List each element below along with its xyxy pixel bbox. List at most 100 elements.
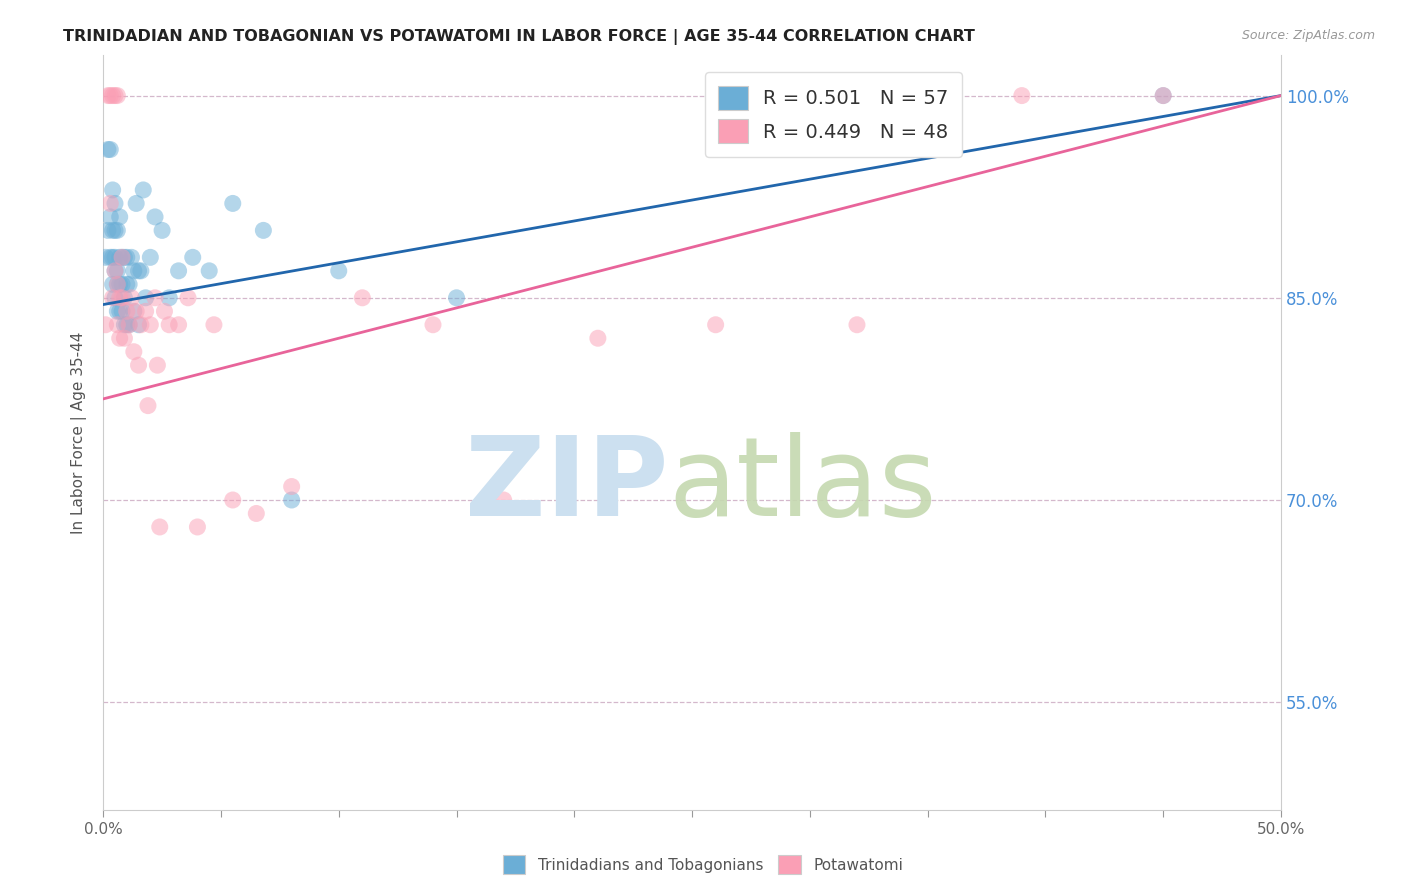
Point <box>108 210 131 224</box>
Point <box>111 251 134 265</box>
Point <box>186 520 208 534</box>
Point <box>118 318 141 332</box>
Point <box>101 277 124 292</box>
Point <box>104 264 127 278</box>
Point <box>132 183 155 197</box>
Point <box>121 291 143 305</box>
Point <box>101 88 124 103</box>
Point <box>129 318 152 332</box>
Point <box>422 318 444 332</box>
Point <box>104 223 127 237</box>
Point <box>97 223 120 237</box>
Point <box>157 291 180 305</box>
Y-axis label: In Labor Force | Age 35-44: In Labor Force | Age 35-44 <box>72 332 87 533</box>
Point <box>150 223 173 237</box>
Point <box>111 304 134 318</box>
Point <box>177 291 200 305</box>
Point <box>112 331 135 345</box>
Point <box>198 264 221 278</box>
Point <box>121 251 143 265</box>
Point <box>799 88 821 103</box>
Point <box>112 251 135 265</box>
Point <box>94 318 117 332</box>
Point <box>111 291 134 305</box>
Point <box>111 277 134 292</box>
Point <box>125 196 148 211</box>
Point <box>111 251 134 265</box>
Point <box>101 183 124 197</box>
Point <box>105 277 128 292</box>
Point <box>352 291 374 305</box>
Point <box>128 358 150 372</box>
Point <box>280 479 302 493</box>
Point <box>704 318 727 332</box>
Point <box>167 264 190 278</box>
Point <box>94 251 117 265</box>
Point <box>98 196 121 211</box>
Point <box>104 196 127 211</box>
Point <box>128 318 150 332</box>
Point <box>115 277 138 292</box>
Point <box>252 223 274 237</box>
Point <box>98 251 121 265</box>
Point <box>328 264 350 278</box>
Point <box>108 291 131 305</box>
Point <box>104 251 127 265</box>
Point <box>846 318 869 332</box>
Point <box>139 251 162 265</box>
Point <box>118 318 141 332</box>
Point <box>97 88 120 103</box>
Legend: R = 0.501   N = 57, R = 0.449   N = 48: R = 0.501 N = 57, R = 0.449 N = 48 <box>704 72 962 157</box>
Point <box>122 304 145 318</box>
Point <box>105 277 128 292</box>
Legend: Trinidadians and Tobagonians, Potawatomi: Trinidadians and Tobagonians, Potawatomi <box>496 849 910 880</box>
Point <box>108 251 131 265</box>
Point <box>104 264 127 278</box>
Text: atlas: atlas <box>668 432 936 539</box>
Text: ZIP: ZIP <box>465 432 668 539</box>
Point <box>586 331 609 345</box>
Point <box>104 291 127 305</box>
Point <box>143 210 166 224</box>
Point <box>108 277 131 292</box>
Point <box>280 493 302 508</box>
Point <box>446 291 468 305</box>
Point <box>108 331 131 345</box>
Point <box>105 304 128 318</box>
Point <box>105 88 128 103</box>
Point <box>112 318 135 332</box>
Point <box>125 304 148 318</box>
Point <box>245 507 267 521</box>
Text: TRINIDADIAN AND TOBAGONIAN VS POTAWATOMI IN LABOR FORCE | AGE 35-44 CORRELATION : TRINIDADIAN AND TOBAGONIAN VS POTAWATOMI… <box>63 29 976 45</box>
Point <box>222 493 245 508</box>
Point <box>167 318 190 332</box>
Point <box>153 304 176 318</box>
Point <box>101 251 124 265</box>
Point <box>115 304 138 318</box>
Point <box>143 291 166 305</box>
Point <box>135 304 157 318</box>
Point <box>136 399 159 413</box>
Point <box>104 88 127 103</box>
Point <box>122 264 145 278</box>
Point <box>112 291 135 305</box>
Point <box>492 493 515 508</box>
Point <box>105 318 128 332</box>
Point <box>98 210 121 224</box>
Point <box>135 291 157 305</box>
Point <box>1152 88 1174 103</box>
Point <box>97 143 120 157</box>
Point <box>98 143 121 157</box>
Point <box>492 816 515 830</box>
Point <box>101 291 124 305</box>
Point <box>222 196 245 211</box>
Point <box>98 88 121 103</box>
Text: Source: ZipAtlas.com: Source: ZipAtlas.com <box>1241 29 1375 42</box>
Point <box>129 264 152 278</box>
Point <box>149 520 172 534</box>
Point <box>1152 88 1174 103</box>
Point <box>101 223 124 237</box>
Point <box>115 318 138 332</box>
Point <box>105 264 128 278</box>
Point <box>202 318 225 332</box>
